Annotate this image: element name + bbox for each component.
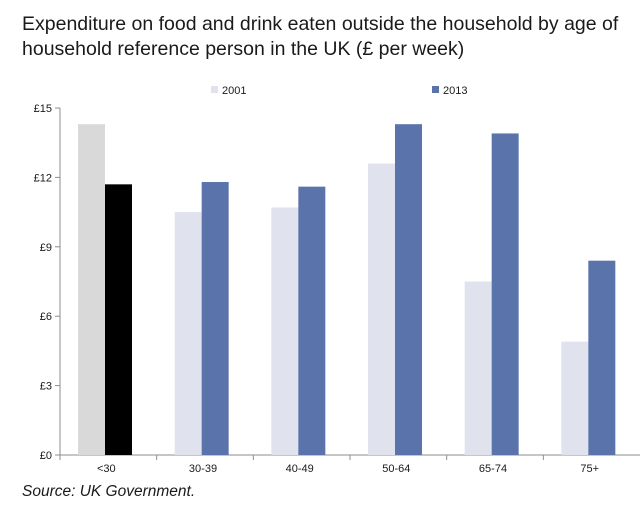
bar-2013-4 xyxy=(491,133,519,456)
x-tick-label: 30-39 xyxy=(189,463,217,475)
legend-label-2013: 2013 xyxy=(443,85,467,97)
bar-2013-0 xyxy=(105,184,132,455)
bar-2001-3 xyxy=(368,163,395,455)
bar-2013-2 xyxy=(298,186,326,456)
y-tick-label: £0 xyxy=(40,450,52,462)
y-tick-label: £9 xyxy=(40,242,52,254)
bar-2001-4 xyxy=(464,281,492,455)
x-tick-label: 65-74 xyxy=(479,463,507,475)
legend-label-2001: 2001 xyxy=(222,85,246,97)
bar-2001-1 xyxy=(174,212,202,455)
x-tick-label: 40-49 xyxy=(286,463,314,475)
y-tick-label: £12 xyxy=(34,172,52,184)
bar-2001-5 xyxy=(561,341,589,455)
y-tick-label: £3 xyxy=(40,381,52,393)
x-tick-label: <30 xyxy=(97,463,116,475)
bar-2013-1 xyxy=(201,182,229,455)
y-tick-label: £15 xyxy=(34,103,52,115)
legend-swatch-2001 xyxy=(211,86,218,93)
bar-2001-2 xyxy=(271,207,299,455)
legend-swatch-2013 xyxy=(432,86,439,93)
x-tick-label: 75+ xyxy=(580,463,599,475)
bar-2001-0 xyxy=(78,124,105,456)
bar-2013-5 xyxy=(588,260,616,455)
y-tick-label: £6 xyxy=(40,311,52,323)
source-note: Source: UK Government. xyxy=(22,483,196,500)
chart-title-line-2: household reference person in the UK (£ … xyxy=(22,38,465,60)
x-tick-label: 50-64 xyxy=(382,463,410,475)
chart-title: Expenditure on food and drink eaten outs… xyxy=(22,12,632,62)
chart-title-line-1: Expenditure on food and drink eaten outs… xyxy=(22,13,619,35)
bar-2013-3 xyxy=(395,124,422,456)
